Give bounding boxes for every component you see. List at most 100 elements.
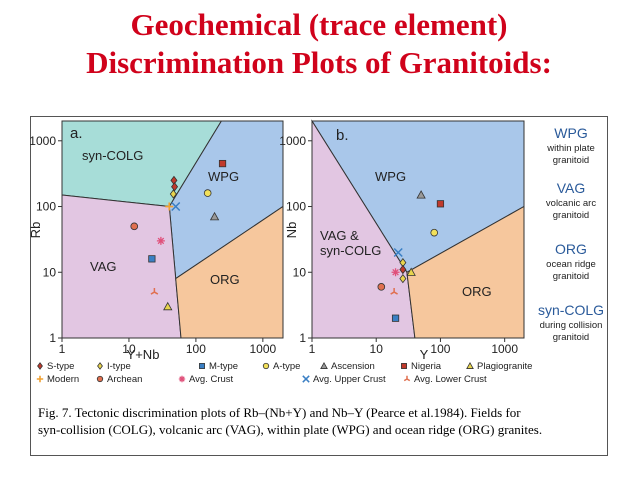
panel-a-x-tick-label: 1000 (249, 342, 276, 356)
panel-a-y-tick-label: 1 (49, 331, 56, 345)
field-label-org: ORG (462, 284, 492, 299)
panel-a-point-m-type (148, 255, 156, 263)
side-legend-abbr: syn-COLG (538, 302, 604, 318)
side-legend-abbr: ORG (555, 241, 587, 257)
panel-b-y-axis-label: Nb (284, 222, 299, 239)
panel-b-point-archean (377, 283, 386, 291)
panel-b-point-avg-crust (391, 268, 400, 277)
panel-b-x-axis-label: Y (420, 347, 429, 362)
side-legend-abbr: WPG (554, 125, 587, 141)
legend-label: I-type (107, 361, 131, 372)
panel-b-point-s-type (399, 264, 407, 275)
panel-b-y-tick-label: 10 (293, 265, 307, 279)
legend-label: Ascension (331, 361, 375, 372)
panel-a-x-tick-label: 1 (59, 342, 66, 356)
panel-a-points (130, 159, 227, 311)
field-label-vag: VAG (90, 259, 117, 274)
panel-a-y-axis-label: Rb (28, 222, 43, 239)
panel-b-y-tick-label: 100 (286, 200, 306, 214)
panel-b-x-tick-label: 1000 (491, 342, 518, 356)
panel-a-y-tick-label: 10 (43, 265, 57, 279)
panel-b-nb-vs-y: 11 10 10 100 100 1000 1000 b. WPG VAG & syn-COL… (279, 119, 525, 362)
legend-label: Archean (107, 374, 142, 385)
side-legend-desc: during collision (540, 320, 603, 331)
panel-a-point-s-type (171, 182, 179, 192)
legend-label: Avg. Upper Crust (313, 374, 386, 385)
field-label-syn-colg: syn-COLG (82, 148, 143, 163)
legend-symbol-avg-crust (178, 375, 186, 383)
panel-a-point-avg-crust (156, 236, 165, 245)
panel-b-y-tick-label: 1000 (279, 134, 306, 148)
panel-a-y-tick-label: 1000 (29, 134, 56, 148)
panel-b-point-i-type (399, 273, 407, 284)
panel-a-point-archean (130, 222, 139, 231)
panel-b-ticks: 11 10 10 100 100 1000 1000 (279, 134, 518, 356)
panel-a-x-axis-label: Y+Nb (127, 347, 160, 362)
legend-symbol-avg-lower-crust (403, 375, 411, 382)
panel-a-x-tick-label: 10 (122, 342, 136, 356)
side-legend-desc: granitoid (553, 271, 589, 282)
panel-a-point-modern (165, 202, 174, 211)
slide-title-line-2: Discrimination Plots of Granitoids: (86, 45, 552, 80)
legend-label: M-type (209, 361, 238, 372)
figure-caption: Fig. 7. Tectonic discrimination plots of… (38, 404, 598, 438)
side-legend-desc: granitoid (553, 332, 589, 343)
panel-a-frame (61, 120, 284, 339)
caption-line-2: syn-collision (COLG), volcanic arc (VAG)… (38, 422, 543, 437)
side-legend-desc: ocean ridge (546, 259, 596, 270)
legend-symbol-a-type (262, 362, 270, 370)
legend-symbol-modern (36, 375, 44, 383)
legend-symbol-ascension (320, 361, 328, 369)
panel-b-point-ascension (416, 190, 426, 199)
legend-symbol-s-type (37, 362, 43, 370)
panel-b-x-tick-label: 100 (430, 342, 450, 356)
field-label-wpg: WPG (375, 169, 406, 184)
panel-a-x-tick-label: 100 (186, 342, 206, 356)
legend-symbol-avg-upper-crust (302, 375, 310, 383)
legend-symbol-i-type (97, 362, 103, 370)
panel-a-point-i-type (169, 189, 177, 199)
panel-b-point-avg-upper-crust (393, 247, 403, 258)
panel-b-point-nigeria (436, 200, 445, 208)
legend-label: A-type (273, 361, 300, 372)
field-label-org: ORG (210, 272, 240, 287)
side-legend-desc: granitoid (553, 210, 589, 221)
panel-a-rb-vs-ynb: 11 10 10 100 100 1000 1000 a. syn-COLG WPG VAG… (28, 120, 284, 362)
caption-line-1: Fig. 7. Tectonic discrimination plots of… (38, 405, 521, 420)
symbol-legend: S-type I-type M-type A-type Ascension Nigeria… (36, 361, 532, 385)
field-vag (61, 194, 182, 339)
panel-a-y-tick-label: 100 (36, 200, 56, 214)
panel-b-x-tick-label: 10 (370, 342, 384, 356)
panel-a-point-avg-upper-crust (171, 201, 181, 212)
panel-a-point-nigeria (218, 159, 227, 168)
panel-a-point-avg-lower-crust (150, 288, 159, 295)
field-label-wpg: WPG (208, 169, 239, 184)
side-legend-desc: within plate (546, 143, 595, 154)
legend-label: Plagiogranite (477, 361, 532, 372)
side-legend-abbr: VAG (557, 180, 586, 196)
panel-a-point-a-type (203, 189, 212, 197)
legend-symbol-archean (96, 375, 104, 383)
panel-a-point-plagiogranite (163, 301, 173, 311)
panel-b-y-tick-label: 1 (299, 331, 306, 345)
panel-a-point-ascension (209, 211, 220, 221)
legend-label: Avg. Crust (189, 374, 234, 385)
legend-label: Avg. Lower Crust (414, 374, 487, 385)
legend-label: Modern (47, 374, 79, 385)
legend-symbol-nigeria (401, 363, 407, 369)
legend-symbol-m-type (199, 363, 205, 369)
side-legend-desc: volcanic arc (546, 198, 596, 209)
panel-a-ticks: 11 10 10 100 100 1000 1000 (29, 134, 276, 356)
panel-b-label: b. (336, 127, 349, 144)
legend-symbol-plagiogranite (466, 361, 474, 369)
panel-b-frame (311, 120, 525, 339)
panel-b-point-avg-lower-crust (390, 288, 398, 295)
panel-b-x-tick-label: 1 (309, 342, 316, 356)
panel-b-point-a-type (430, 228, 439, 237)
side-legend-desc: granitoid (553, 155, 589, 166)
panel-b-point-m-type (391, 314, 400, 322)
slide-title-line-1: Geochemical (trace element) (130, 7, 508, 42)
legend-label: Nigeria (411, 361, 442, 372)
panel-a-label: a. (70, 125, 83, 142)
